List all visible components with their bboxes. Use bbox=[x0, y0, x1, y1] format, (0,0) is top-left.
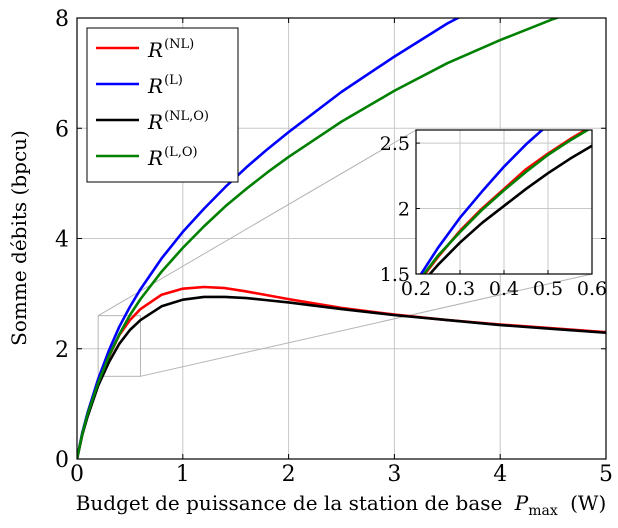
inset-x-tick-label: 0.2 bbox=[401, 278, 431, 300]
legend-label: R(NL,O) bbox=[147, 109, 209, 134]
legend-entry-nl: R(NL) bbox=[96, 37, 194, 62]
x-tick-label: 1 bbox=[176, 462, 190, 487]
inset-ticks: 0.2 0.3 0.4 0.5 0.6 1.5 2 2.5 bbox=[380, 133, 607, 300]
legend-label-superscript: (L,O) bbox=[164, 145, 198, 160]
legend-label-symbol: R bbox=[147, 110, 163, 134]
y-tick-label: 4 bbox=[55, 228, 69, 253]
series-line-l-o bbox=[77, 18, 561, 459]
legend-label-superscript: (NL,O) bbox=[164, 109, 209, 124]
series-line-nl-o bbox=[77, 295, 606, 459]
x-tick-label: 2 bbox=[282, 462, 296, 487]
inset-chart: 0.2 0.3 0.4 0.5 0.6 1.5 2 2.5 bbox=[380, 129, 607, 300]
x-axis-label: Budget de puissance de la station de bas… bbox=[76, 491, 607, 520]
y-axis-label: Somme débits (bpcu) bbox=[7, 130, 31, 346]
y-tick-label: 2 bbox=[55, 338, 69, 363]
legend-label: R(NL) bbox=[147, 37, 194, 62]
legend-entry-nl-o: R(NL,O) bbox=[96, 109, 209, 134]
x-tick-label: 3 bbox=[387, 462, 401, 487]
main-lines bbox=[77, 18, 606, 459]
legend-label: R(L,O) bbox=[147, 145, 198, 170]
inset-y-tick-label: 2.5 bbox=[380, 133, 410, 155]
legend-label-symbol: R bbox=[147, 146, 163, 170]
legend-label-superscript: (L) bbox=[164, 73, 183, 88]
legend: R(NL)R(L)R(NL,O)R(L,O) bbox=[86, 27, 239, 183]
x-axis-label-text: Budget de puissance de la station de bas… bbox=[76, 491, 503, 515]
y-tick-label: 8 bbox=[55, 7, 69, 32]
x-axis-label-symbol: P bbox=[514, 491, 529, 515]
legend-label-symbol: R bbox=[147, 38, 163, 62]
inset-x-tick-label: 0.6 bbox=[577, 278, 607, 300]
legend-entry-l-o: R(L,O) bbox=[96, 145, 198, 170]
inset-x-tick-label: 0.5 bbox=[533, 278, 563, 300]
inset-lines bbox=[419, 130, 592, 274]
y-tick-label: 0 bbox=[55, 448, 69, 473]
inset-y-tick-label: 2 bbox=[398, 199, 410, 221]
x-axis-label-unit: (W) bbox=[570, 491, 606, 515]
legend-label-superscript: (NL) bbox=[164, 37, 194, 52]
legend-label-symbol: R bbox=[147, 74, 163, 98]
inset-x-tick-label: 0.4 bbox=[489, 278, 519, 300]
series-line-l bbox=[77, 18, 461, 459]
zoom-connector bbox=[140, 273, 593, 377]
legend-entry-l: R(L) bbox=[96, 73, 183, 98]
inset-x-tick-label: 0.3 bbox=[445, 278, 475, 300]
y-tick-label: 6 bbox=[55, 117, 69, 142]
inset-line-l-o bbox=[422, 130, 591, 274]
x-tick-label: 5 bbox=[599, 462, 613, 487]
legend-label: R(L) bbox=[147, 73, 183, 98]
zoom-region bbox=[97, 315, 141, 377]
inset-line-l bbox=[419, 130, 545, 274]
inset-y-tick-label: 1.5 bbox=[380, 264, 410, 286]
x-axis-label-subscript: max bbox=[528, 503, 558, 519]
main-ticks: 0 1 2 3 4 5 0 2 4 6 8 bbox=[55, 7, 613, 487]
x-tick-label: 4 bbox=[493, 462, 507, 487]
inset-line-nl-o bbox=[428, 144, 592, 274]
x-tick-label: 0 bbox=[70, 462, 84, 487]
